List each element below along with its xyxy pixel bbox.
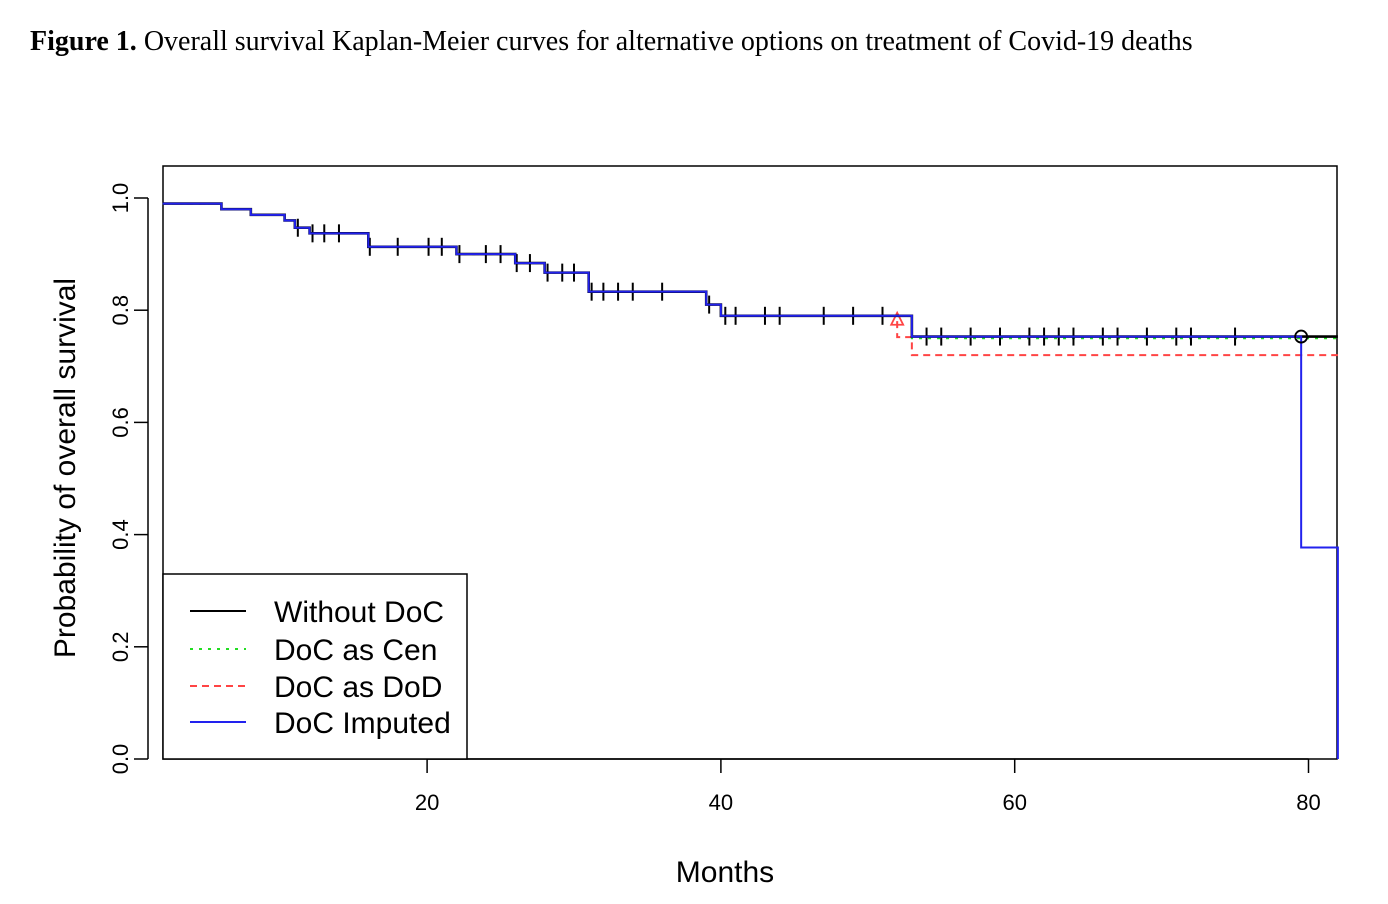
figure-caption-text: Overall survival Kaplan-Meier curves for…	[143, 26, 1193, 57]
legend-label: DoC Imputed	[274, 707, 451, 740]
axes: 20 40 60 80 0.0 0.2 0.4 0.6 0.8 1.0	[108, 183, 1321, 815]
legend-box	[162, 573, 468, 760]
y-tick-label: 0.2	[108, 632, 133, 663]
x-tick-label: 20	[415, 790, 439, 815]
series-line-doc-imputed	[162, 202, 1339, 759]
x-tick-label: 80	[1296, 790, 1320, 815]
y-tick-label: 0.6	[108, 407, 133, 438]
y-tick-label: 1.0	[108, 183, 133, 214]
y-tick-label: 0.0	[108, 744, 133, 775]
event-marker-circle	[1294, 329, 1309, 344]
x-axis-label: Months	[676, 856, 774, 889]
legend-label: Without DoC	[274, 596, 444, 629]
figure-caption: Figure 1. Overall survival Kaplan-Meier …	[30, 24, 1360, 60]
x-tick-label: 60	[1002, 790, 1026, 815]
series-layer	[162, 202, 1339, 759]
series-line-doc-as-cen	[162, 202, 1338, 340]
legend-label: DoC as DoD	[274, 671, 442, 704]
y-tick-label: 0.8	[108, 295, 133, 326]
x-tick-label: 40	[709, 790, 733, 815]
event-marker-triangle	[889, 310, 905, 326]
y-axis-label: Probability of overall survival	[49, 278, 82, 658]
figure-label: Figure 1.	[30, 26, 137, 57]
legend-label: DoC as Cen	[274, 634, 437, 667]
y-tick-label: 0.4	[108, 519, 133, 550]
